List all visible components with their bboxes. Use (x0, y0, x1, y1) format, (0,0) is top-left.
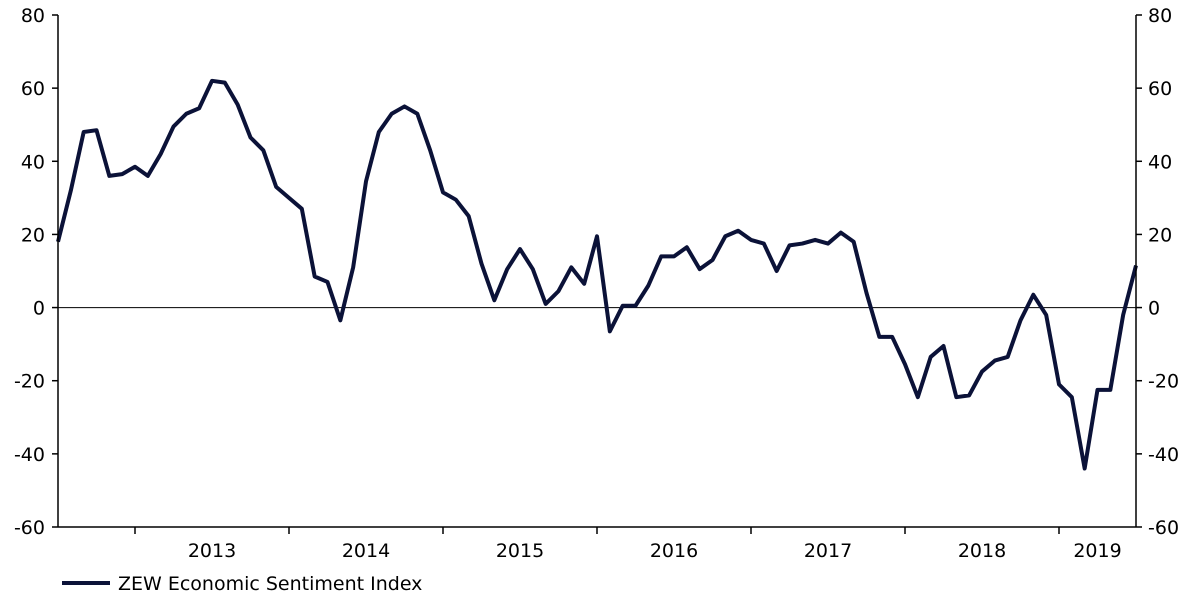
y-tick-label-left: 40 (21, 151, 45, 173)
x-tick-label: 2018 (958, 540, 1006, 562)
y-tick-label-left: -60 (14, 517, 45, 539)
y-tick-label-left: 80 (21, 5, 45, 27)
y-tick-label-right: 60 (1148, 78, 1172, 100)
y-tick-label-right: 80 (1148, 5, 1172, 27)
x-tick-label: 2013 (188, 540, 236, 562)
x-tick-label: 2015 (496, 540, 544, 562)
legend-label-zew: ZEW Economic Sentiment Index (118, 573, 422, 595)
y-tick-label-right: -20 (1148, 371, 1179, 393)
y-tick-label-left: 60 (21, 78, 45, 100)
legend: ZEW Economic Sentiment Index (62, 573, 422, 595)
y-tick-label-right: 0 (1148, 298, 1160, 320)
x-tick-label: 2016 (650, 540, 698, 562)
plot-area (56, 78, 1138, 471)
y-tick-label-right: -40 (1148, 444, 1179, 466)
y-tick-label-right: 40 (1148, 151, 1172, 173)
y-tick-label-left: 0 (33, 298, 45, 320)
y-tick-label-left: -40 (14, 444, 45, 466)
x-tick-label: 2019 (1073, 540, 1121, 562)
axes: 80 80 60 60 40 40 20 20 0 0 -20 -20 -40 -40 -60 -60 2013… (14, 5, 1179, 562)
x-tick-label: 2017 (804, 540, 852, 562)
y-tick-label-left: -20 (14, 371, 45, 393)
y-tick-label-right: -60 (1148, 517, 1179, 539)
x-tick-label: 2014 (342, 540, 390, 562)
y-tick-label-right: 20 (1148, 224, 1172, 246)
series-line-zew (56, 78, 1138, 471)
y-tick-label-left: 20 (21, 224, 45, 246)
